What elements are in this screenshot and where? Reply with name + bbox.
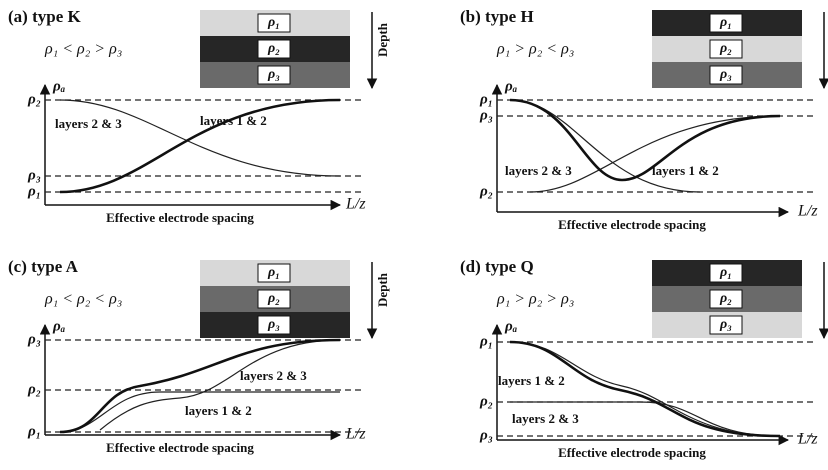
y-tick-label: ρ₃ <box>27 331 41 347</box>
curve-thin <box>530 116 780 192</box>
x-axis-label: Effective electrode spacing <box>558 217 706 232</box>
layer-label: ρ₃ <box>719 317 732 332</box>
curve-label: layers 1 & 2 <box>498 373 565 388</box>
layer-label: ρ₂ <box>267 41 280 56</box>
relation: ρ₁ < ρ₂ > ρ₃ <box>44 41 122 58</box>
curve-label: layers 2 & 3 <box>240 368 307 383</box>
y-tick-label: ρ₂ <box>27 91 41 107</box>
depth-label: Depth <box>375 272 390 307</box>
layer-label: ρ₂ <box>267 291 280 306</box>
y-axis-label: ρₐ <box>52 318 66 334</box>
layer-label: ρ₃ <box>719 67 732 82</box>
panel-title: (b) type H <box>460 7 534 26</box>
curve-thick <box>60 340 340 432</box>
y-tick-label: ρ₁ <box>27 183 41 199</box>
layer-label: ρ₃ <box>267 317 280 332</box>
y-axis-label: ρₐ <box>504 318 518 334</box>
panel-title: (a) type K <box>8 7 81 26</box>
y-tick-label: ρ₂ <box>27 381 41 397</box>
x-axis-label: Effective electrode spacing <box>106 210 254 225</box>
figure: (a) type K ρ₁ < ρ₂ > ρ₃ ρ₁ ρ₂ ρ₃ Depth ρₐ L/z Ef… <box>0 0 828 470</box>
x-axis-label: Effective electrode spacing <box>106 440 254 455</box>
panel-title: (d) type Q <box>460 257 534 276</box>
curve-label: layers 1 & 2 <box>185 403 252 418</box>
y-axis-label: ρₐ <box>52 78 66 94</box>
layer-label: ρ₃ <box>267 67 280 82</box>
curve-thin <box>510 100 700 192</box>
curve-label: layers 1 & 2 <box>652 163 719 178</box>
curve-label: layers 1 & 2 <box>200 113 267 128</box>
curve-label: layers 2 & 3 <box>512 411 579 426</box>
relation: ρ₁ > ρ₂ > ρ₃ <box>496 291 574 308</box>
layer-label: ρ₁ <box>719 265 732 280</box>
y-tick-label: ρ₂ <box>479 183 493 199</box>
layer-label: ρ₂ <box>719 41 732 56</box>
layer-label: ρ₁ <box>719 15 732 30</box>
x-end-label: L/z <box>797 203 818 220</box>
relation: ρ₁ > ρ₂ < ρ₃ <box>496 41 574 58</box>
y-tick-label: ρ₁ <box>479 91 493 107</box>
x-end-label: L/z <box>345 426 366 443</box>
panel-title: (c) type A <box>8 257 79 276</box>
y-tick-label: ρ₁ <box>27 423 41 439</box>
x-end-label: L/z <box>797 431 818 448</box>
y-tick-label: ρ₃ <box>27 167 41 183</box>
layer-label: ρ₁ <box>267 15 280 30</box>
curve-label: layers 2 & 3 <box>55 116 122 131</box>
layer-label: ρ₁ <box>267 265 280 280</box>
relation: ρ₁ < ρ₂ < ρ₃ <box>44 291 122 308</box>
layer-label: ρ₂ <box>719 291 732 306</box>
y-axis-label: ρₐ <box>504 78 518 94</box>
y-tick-label: ρ₃ <box>479 107 493 123</box>
y-tick-label: ρ₃ <box>479 427 493 443</box>
curve-label: layers 2 & 3 <box>505 163 572 178</box>
depth-label: Depth <box>375 22 390 57</box>
y-tick-label: ρ₂ <box>479 393 493 409</box>
x-end-label: L/z <box>345 196 366 213</box>
y-tick-label: ρ₁ <box>479 333 493 349</box>
x-axis-label: Effective electrode spacing <box>558 445 706 460</box>
curve-thin <box>60 100 340 176</box>
